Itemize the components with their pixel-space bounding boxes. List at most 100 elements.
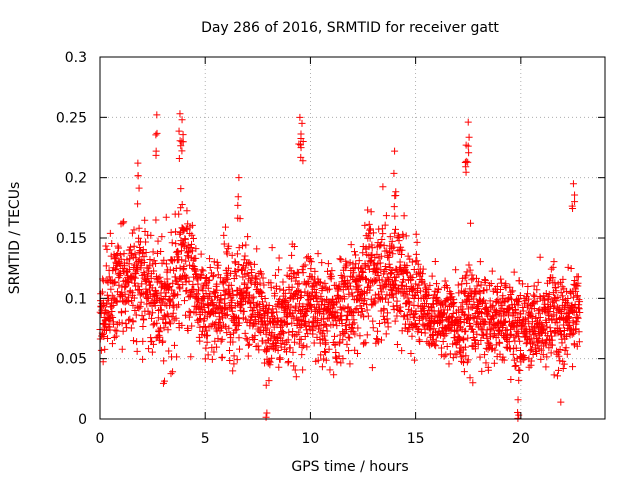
data-point <box>206 290 214 298</box>
data-point <box>317 351 325 359</box>
data-point <box>485 308 493 316</box>
data-point <box>342 325 350 333</box>
data-point <box>458 299 466 307</box>
data-point <box>167 256 175 264</box>
data-point <box>257 288 265 296</box>
data-point <box>291 338 299 346</box>
data-point <box>279 337 287 345</box>
data-point <box>331 341 339 349</box>
data-point <box>196 315 204 323</box>
y-tick-label: 0 <box>78 412 87 428</box>
data-point <box>111 278 119 286</box>
data-point <box>176 230 184 238</box>
data-point <box>241 264 249 272</box>
data-point <box>381 262 389 270</box>
data-point <box>242 334 250 342</box>
data-point <box>476 353 484 361</box>
data-point <box>543 323 551 331</box>
data-point <box>516 347 524 355</box>
data-point <box>380 305 388 313</box>
data-point <box>175 210 183 218</box>
data-point <box>460 359 468 367</box>
data-point <box>306 302 314 310</box>
data-point <box>336 331 344 339</box>
data-point <box>574 313 582 321</box>
data-point <box>473 282 481 290</box>
data-point <box>135 224 143 232</box>
data-point <box>346 334 354 342</box>
data-point <box>547 327 555 335</box>
data-point <box>296 113 304 121</box>
data-point <box>549 263 557 271</box>
data-point <box>475 288 483 296</box>
data-point <box>442 351 450 359</box>
data-point <box>276 285 284 293</box>
data-point <box>318 287 326 295</box>
data-point <box>499 321 507 329</box>
data-point <box>223 329 231 337</box>
data-point <box>391 212 399 220</box>
data-point <box>210 258 218 266</box>
data-point <box>346 307 354 315</box>
data-point <box>176 110 184 118</box>
data-point <box>433 280 441 288</box>
data-point <box>121 307 129 315</box>
data-point <box>103 245 111 253</box>
data-point <box>575 328 583 336</box>
data-point <box>547 265 555 273</box>
data-point <box>547 349 555 357</box>
data-point <box>295 340 303 348</box>
data-point <box>280 286 288 294</box>
data-point <box>476 258 484 266</box>
data-point <box>197 272 205 280</box>
data-point <box>364 206 372 214</box>
x-axis-label: GPS time / hours <box>291 459 408 475</box>
data-point <box>178 247 186 255</box>
data-point <box>106 229 114 237</box>
data-point <box>516 337 524 345</box>
data-point <box>468 271 476 279</box>
data-point <box>405 300 413 308</box>
data-point <box>388 237 396 245</box>
data-point <box>441 277 449 285</box>
data-point <box>431 341 439 349</box>
data-point <box>389 250 397 258</box>
data-point <box>326 366 334 374</box>
data-point <box>299 366 307 374</box>
data-point <box>180 262 188 270</box>
data-point <box>314 356 322 364</box>
data-point <box>129 318 137 326</box>
data-point <box>141 228 149 236</box>
data-point <box>348 289 356 297</box>
data-point <box>454 333 462 341</box>
data-point <box>216 274 224 282</box>
data-point <box>376 320 384 328</box>
data-point <box>275 266 283 274</box>
data-point <box>148 337 156 345</box>
data-point <box>562 344 570 352</box>
data-point <box>206 264 214 272</box>
data-point <box>149 340 157 348</box>
data-point <box>185 313 193 321</box>
data-point <box>181 235 189 243</box>
data-point <box>183 286 191 294</box>
data-point <box>267 309 275 317</box>
data-point <box>433 293 441 301</box>
data-point <box>224 264 232 272</box>
data-point <box>402 282 410 290</box>
data-point <box>238 301 246 309</box>
data-point <box>400 313 408 321</box>
data-point <box>462 327 470 335</box>
data-point <box>275 363 283 371</box>
data-point <box>460 310 468 318</box>
data-point <box>530 304 538 312</box>
data-point <box>426 281 434 289</box>
data-point <box>231 258 239 266</box>
data-point <box>465 298 473 306</box>
data-point <box>410 266 418 274</box>
data-point <box>146 262 154 270</box>
data-point <box>126 243 134 251</box>
data-point <box>152 151 160 159</box>
data-point <box>373 335 381 343</box>
data-point <box>206 255 214 263</box>
